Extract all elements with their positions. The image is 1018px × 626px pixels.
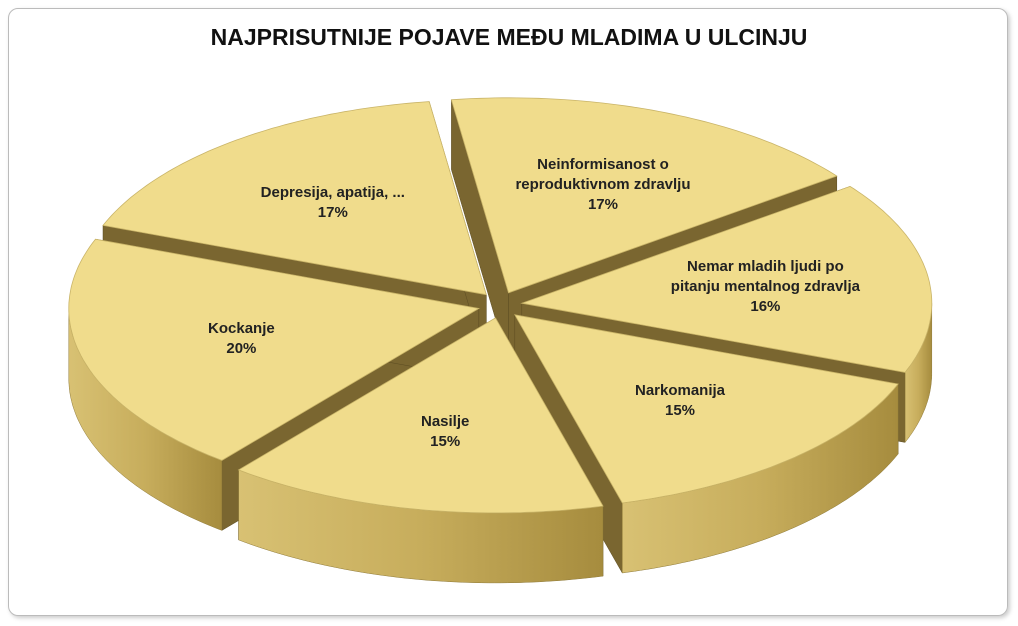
slice-label: Nasilje 15% xyxy=(350,412,540,452)
slice xyxy=(237,317,604,514)
slice xyxy=(520,185,933,373)
category-label: Neinformisanost o reproduktivnom zdravlj… xyxy=(515,155,691,193)
slice-label: Depresija, apatija, ... 17% xyxy=(238,183,428,223)
value-label: 20% xyxy=(226,340,257,358)
category-label: Kockanje xyxy=(208,320,275,338)
slice-label: Nemar mladih ljudi po pitanju mentalnog … xyxy=(670,257,860,317)
slice xyxy=(450,97,838,294)
value-label: 17% xyxy=(317,204,348,222)
slice-label: Kockanje 20% xyxy=(146,319,336,359)
slice-label: Neinformisanost o reproduktivnom zdravlj… xyxy=(508,155,698,215)
category-label: Narkomanija xyxy=(634,382,726,400)
category-label: Depresija, apatija, ... xyxy=(260,184,405,202)
category-label: Nasilje xyxy=(421,413,470,431)
category-label: Nemar mladih ljudi po pitanju mentalnog … xyxy=(670,257,860,295)
chart-frame xyxy=(8,8,1008,616)
value-label: 15% xyxy=(430,433,461,451)
slice-label: Narkomanija 15% xyxy=(585,381,775,421)
slice xyxy=(68,238,480,461)
value-label: 16% xyxy=(750,297,781,315)
slice xyxy=(514,314,899,504)
slice xyxy=(102,101,487,296)
value-label: 15% xyxy=(665,402,696,420)
value-label: 17% xyxy=(587,195,618,213)
chart-title: NAJPRISUTNIJE POJAVE MEĐU MLADIMA U ULCI… xyxy=(210,24,808,50)
